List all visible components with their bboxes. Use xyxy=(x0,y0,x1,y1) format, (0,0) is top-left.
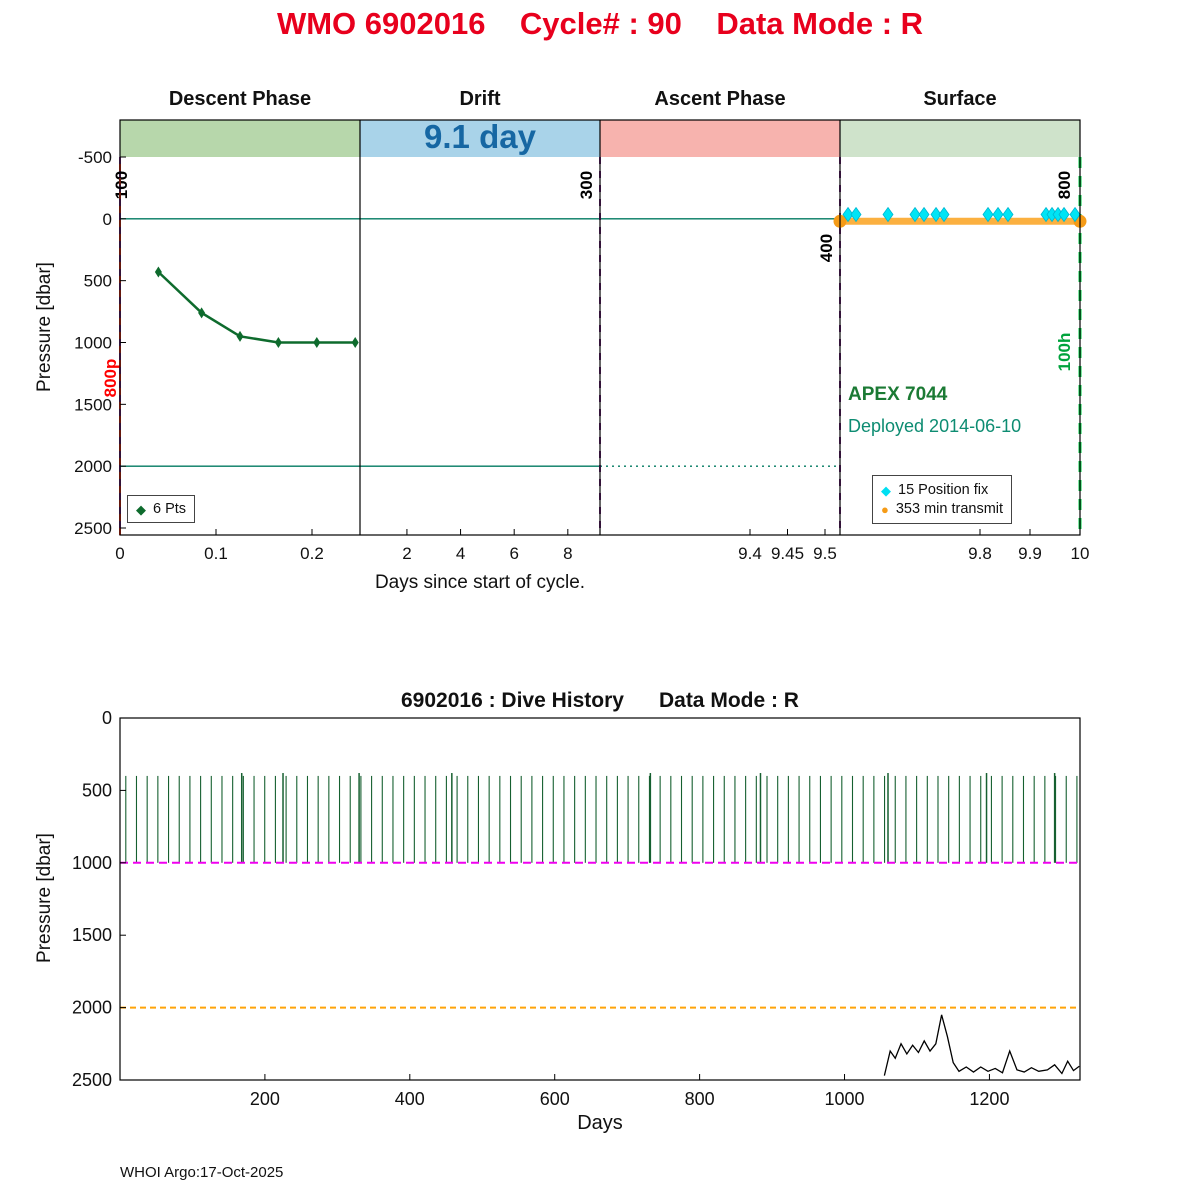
y-tick-label: 1000 xyxy=(74,334,112,353)
credit-text: WHOI Argo:17-Oct-2025 xyxy=(120,1164,284,1181)
deployed-date-label: Deployed 2014-06-10 xyxy=(848,416,1022,436)
y-tick-label: 2500 xyxy=(74,519,112,538)
x-tick-label: 200 xyxy=(250,1089,280,1109)
position-fixes-marker xyxy=(992,206,1004,223)
drift-duration-label: 9.1 day xyxy=(424,118,536,155)
legend-label: 6 Pts xyxy=(153,501,187,517)
descent-profile-marker xyxy=(154,266,162,278)
y-tick-label: 1500 xyxy=(74,395,112,414)
phase-band xyxy=(600,120,840,157)
deep-trace xyxy=(883,1014,1080,1076)
y-tick-label: 500 xyxy=(84,272,112,291)
x-tick-label: 1200 xyxy=(969,1089,1009,1109)
descent-profile xyxy=(157,271,356,344)
bottom-plot-frame xyxy=(119,717,1081,1081)
phase-band xyxy=(840,120,1080,157)
y-tick-label: 2000 xyxy=(72,998,112,1018)
x-tick-label: 400 xyxy=(395,1089,425,1109)
mission-param-label: 300 xyxy=(577,171,596,199)
y-tick-label: 0 xyxy=(103,210,112,229)
x-tick-label: 9.4 xyxy=(738,544,762,563)
x-tick-label: 800 xyxy=(685,1089,715,1109)
mission-param-label: 100h xyxy=(1055,333,1074,372)
x-tick-label: 10 xyxy=(1071,544,1090,563)
float-model-label: APEX 7044 xyxy=(848,384,948,405)
y-tick-label: 2000 xyxy=(74,457,112,476)
bottom-x-axis-label: Days xyxy=(577,1112,623,1134)
x-tick-label: 9.45 xyxy=(771,544,804,563)
mission-param-label: 800 xyxy=(1055,171,1074,199)
position-fixes-marker xyxy=(1069,206,1081,223)
legend-row-points: ◆ 6 Pts xyxy=(136,501,186,517)
phase-label-surface: Surface xyxy=(923,88,997,110)
x-tick-label: 9.8 xyxy=(968,544,992,563)
descent-profile-marker xyxy=(236,330,244,342)
y-tick-label: 2500 xyxy=(72,1070,112,1090)
position-fixes-marker xyxy=(1058,206,1070,223)
x-tick-label: 6 xyxy=(509,544,518,563)
y-tick-label: -500 xyxy=(78,148,112,167)
phase-band xyxy=(360,120,600,157)
dive-history-title: 6902016 : Dive History Data Mode : R xyxy=(401,689,799,712)
descent-profile-marker xyxy=(274,337,282,348)
x-tick-label: 1000 xyxy=(825,1089,865,1109)
position-fixes-marker xyxy=(930,206,942,223)
position-fixes-marker xyxy=(938,206,950,223)
legend-row-transmit: ● 353 min transmit xyxy=(881,501,1003,517)
top-y-axis-label: Pressure [dbar] xyxy=(34,262,55,392)
descent-profile-marker xyxy=(351,337,359,348)
surface-legend: ◆ 15 Position fix ● 353 min transmit xyxy=(872,475,1013,524)
x-tick-label: 0 xyxy=(115,544,124,563)
x-tick-label: 9.9 xyxy=(1018,544,1042,563)
position-fixes-marker xyxy=(850,206,862,223)
legend-label: 15 Position fix xyxy=(898,482,989,498)
mission-param-label: 400 xyxy=(817,234,836,262)
x-tick-label: 600 xyxy=(540,1089,570,1109)
bottom-y-axis-label: Pressure [dbar] xyxy=(34,833,55,963)
x-tick-label: 0.2 xyxy=(300,544,324,563)
y-tick-label: 0 xyxy=(102,708,112,728)
descent-profile-marker xyxy=(198,307,206,319)
circle-icon: ● xyxy=(881,501,889,517)
position-fixes-marker xyxy=(918,206,930,223)
x-tick-label: 4 xyxy=(456,544,465,563)
diamond-icon: ◆ xyxy=(136,501,146,517)
y-tick-label: 1500 xyxy=(72,925,112,945)
phase-band xyxy=(120,120,360,157)
x-tick-label: 2 xyxy=(402,544,411,563)
position-fixes-marker xyxy=(882,206,894,223)
position-fixes-marker xyxy=(909,206,921,223)
points-legend: ◆ 6 Pts xyxy=(127,495,196,523)
top-x-axis-label: Days since start of cycle. xyxy=(374,572,586,593)
x-tick-label: 8 xyxy=(563,544,572,563)
position-fixes-marker xyxy=(982,206,994,223)
y-tick-label: 1000 xyxy=(72,853,112,873)
mission-param-label: 100 xyxy=(112,171,131,199)
y-tick-label: 500 xyxy=(82,780,112,800)
mission-param-label: 800p xyxy=(101,359,120,398)
descent-profile-marker xyxy=(313,337,321,348)
x-tick-label: 0.1 xyxy=(204,544,228,563)
x-tick-label: 9.5 xyxy=(813,544,837,563)
legend-label: 353 min transmit xyxy=(895,501,1004,517)
position-fixes-marker xyxy=(1002,206,1014,223)
phase-label-descent: Descent Phase xyxy=(168,88,312,110)
phase-label-ascent: Ascent Phase xyxy=(654,88,786,110)
diamond-icon: ◆ xyxy=(881,482,891,498)
position-fixes-marker xyxy=(842,206,854,223)
page-title: WMO 6902016 Cycle# : 90 Data Mode : R xyxy=(276,6,924,41)
legend-row-position-fix: ◆ 15 Position fix xyxy=(881,482,1003,498)
phase-label-drift: Drift xyxy=(459,88,501,110)
